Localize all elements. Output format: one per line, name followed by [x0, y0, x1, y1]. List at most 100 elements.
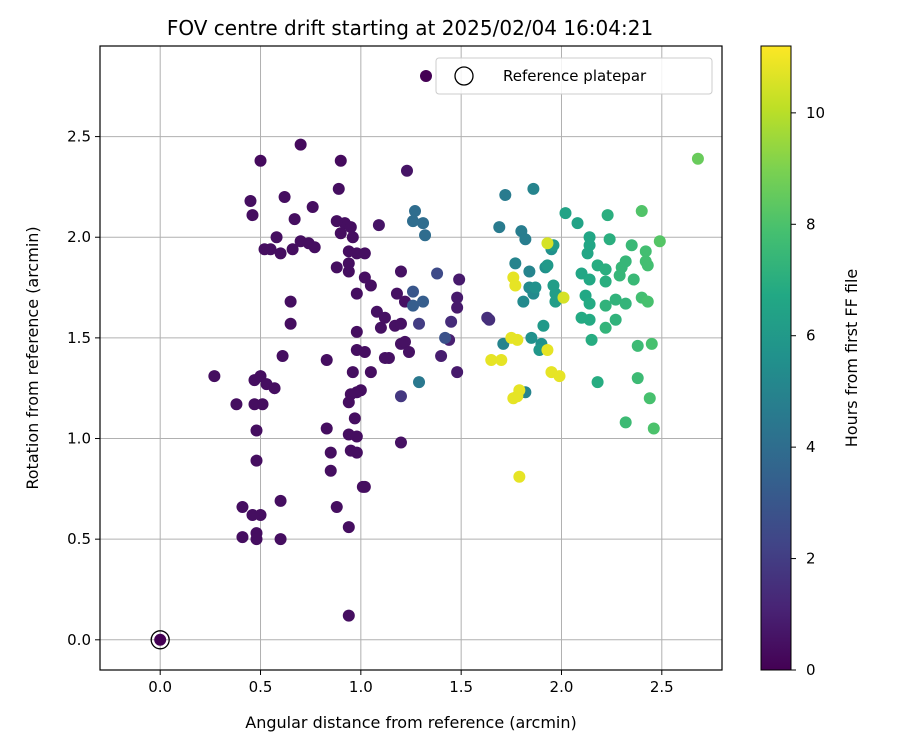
- data-point: [643, 392, 656, 405]
- colorbar: 0 2 4 6 8 10 Hours from first FF file: [760, 45, 861, 679]
- data-point: [407, 299, 420, 312]
- data-point: [625, 239, 638, 252]
- data-point: [591, 376, 604, 389]
- legend-marker-data: [420, 70, 432, 82]
- data-point: [308, 241, 321, 254]
- data-point: [631, 372, 644, 385]
- data-point: [509, 257, 522, 270]
- legend-marker-reference: [454, 66, 474, 86]
- colorbar-tick-label: 4: [806, 438, 816, 456]
- data-point: [208, 370, 221, 383]
- data-point: [390, 287, 403, 300]
- legend-label-reference: Reference platepar: [503, 67, 647, 85]
- data-point: [523, 265, 536, 278]
- colorbar-gradient: [760, 45, 792, 671]
- y-tick-label: 1.0: [67, 430, 91, 448]
- colorbar-tick-label: 10: [806, 104, 825, 122]
- data-point: [344, 221, 357, 234]
- data-point: [372, 219, 385, 232]
- colorbar-tick-label: 0: [806, 661, 816, 679]
- data-point: [559, 207, 572, 220]
- data-point: [230, 398, 243, 411]
- data-point: [358, 345, 371, 358]
- data-point: [330, 215, 343, 228]
- data-point: [236, 531, 249, 544]
- data-point: [583, 273, 596, 286]
- data-point: [154, 633, 167, 646]
- data-point: [529, 281, 542, 294]
- data-point: [394, 436, 407, 449]
- data-point: [254, 509, 267, 522]
- data-point: [511, 333, 524, 346]
- data-point: [647, 422, 660, 435]
- data-point: [250, 533, 263, 546]
- data-point: [244, 194, 257, 207]
- x-axis-ticks: 0.0 0.5 1.0 1.5 2.0 2.5: [148, 670, 674, 696]
- x-tick-label: 1.5: [449, 678, 473, 696]
- data-point: [274, 533, 287, 546]
- data-point: [334, 154, 347, 167]
- data-point: [250, 424, 263, 437]
- data-point: [653, 235, 666, 248]
- data-point: [451, 291, 464, 304]
- data-point: [439, 331, 452, 344]
- data-point: [400, 164, 413, 177]
- legend: Reference platepar: [420, 57, 713, 95]
- data-point: [583, 313, 596, 326]
- data-point: [378, 311, 391, 324]
- x-tick-label: 2.0: [550, 678, 574, 696]
- data-point: [445, 315, 458, 328]
- data-point: [358, 480, 371, 493]
- data-point: [346, 231, 359, 244]
- colorbar-label: Hours from first FF file: [842, 269, 861, 448]
- data-point: [603, 233, 616, 246]
- data-point: [330, 261, 343, 274]
- data-point: [342, 265, 355, 278]
- data-point: [274, 247, 287, 260]
- data-point: [324, 464, 337, 477]
- data-point: [350, 287, 363, 300]
- data-point: [499, 188, 512, 201]
- data-point: [378, 352, 391, 364]
- data-point: [609, 313, 622, 326]
- data-point: [519, 233, 532, 246]
- y-axis-ticks: 0.0 0.5 1.0 1.5 2.0 2.5: [67, 128, 100, 649]
- data-point: [691, 152, 704, 165]
- data-point: [435, 349, 448, 362]
- data-point: [374, 321, 387, 334]
- data-point: [348, 412, 361, 425]
- data-point: [541, 343, 554, 356]
- data-point: [517, 295, 530, 308]
- grid-lines: [100, 46, 722, 670]
- data-point: [284, 295, 297, 308]
- data-point: [320, 354, 333, 367]
- data-point: [619, 297, 632, 310]
- data-point: [409, 205, 422, 218]
- data-point: [413, 376, 426, 389]
- data-point: [413, 317, 426, 330]
- data-point: [236, 500, 249, 513]
- data-point: [417, 295, 430, 308]
- y-tick-label: 2.5: [67, 128, 91, 146]
- data-point: [342, 428, 355, 441]
- y-axis-label: Rotation from reference (arcmin): [23, 226, 42, 489]
- data-point: [332, 182, 345, 195]
- data-point: [451, 301, 464, 314]
- x-tick-label: 1.0: [349, 678, 373, 696]
- data-point: [631, 339, 644, 352]
- data-point: [246, 209, 259, 222]
- data-point: [342, 396, 355, 409]
- data-point: [350, 325, 363, 338]
- data-point: [641, 259, 654, 272]
- data-point: [342, 609, 355, 622]
- data-point: [483, 313, 496, 326]
- data-point: [294, 138, 307, 151]
- data-point: [268, 382, 281, 395]
- data-point: [364, 279, 377, 292]
- y-tick-label: 0.0: [67, 631, 91, 649]
- colorbar-ticks: 0 2 4 6 8 10: [791, 104, 825, 679]
- data-point: [509, 279, 522, 292]
- data-point: [419, 229, 432, 242]
- colorbar-tick-label: 8: [806, 215, 816, 233]
